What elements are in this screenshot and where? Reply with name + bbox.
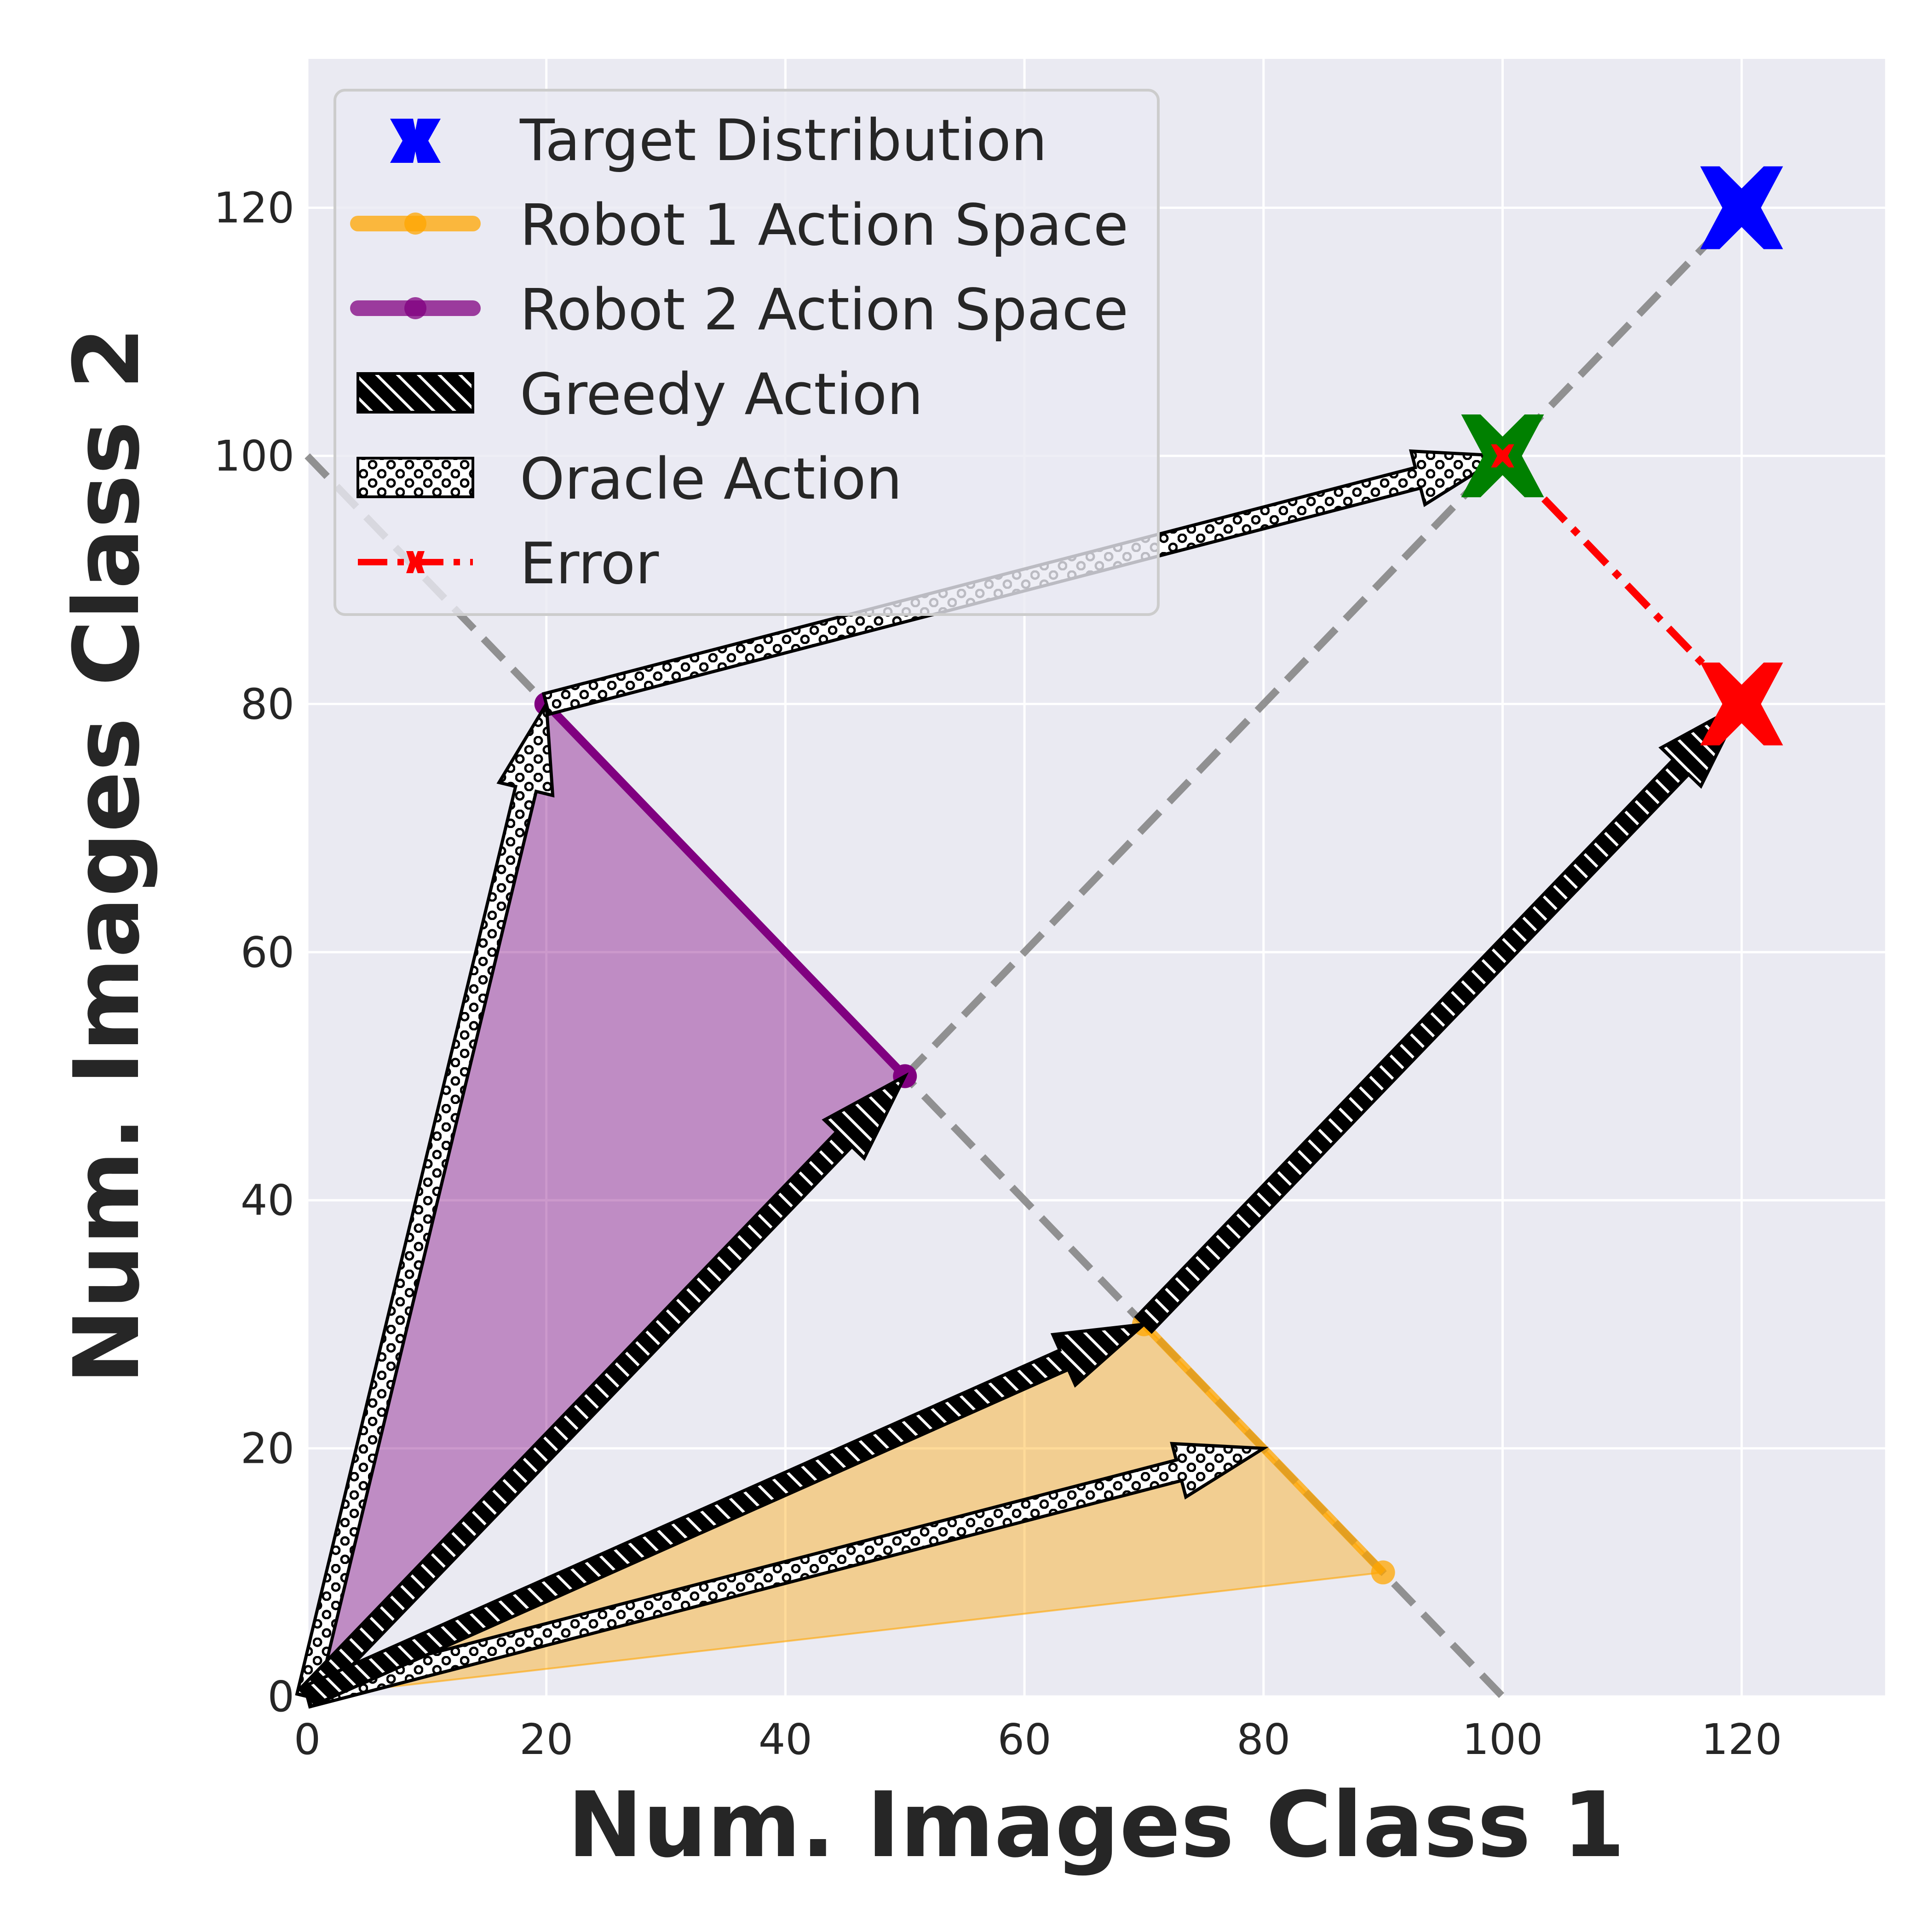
legend-item-target: Target Distribution (390, 108, 1047, 174)
y-axis-label: Num. Images Class 2 (55, 327, 160, 1384)
legend-item-error: Error (358, 531, 659, 597)
y-tick-label: 20 (241, 1424, 294, 1473)
greedy-action-arrow (1134, 700, 1746, 1334)
y-tick-labels: 0 20 40 60 80 100 120 (213, 184, 294, 1721)
legend-oracle-swatch (356, 457, 474, 498)
x-axis-label: Num. Images Class 1 (567, 1773, 1625, 1878)
legend-greedy-swatch (356, 372, 474, 414)
legend-item-robot1: Robot 1 Action Space (350, 192, 1128, 259)
y-tick-label: 100 (213, 431, 294, 481)
markers (1461, 166, 1783, 746)
legend-label-error: Error (520, 531, 659, 597)
oracle-action-arrow (295, 699, 555, 1701)
legend-robot1-dot (404, 213, 426, 235)
robot2-action-space-line (543, 701, 908, 1079)
action-arrows (295, 449, 1746, 1709)
target-distribution-marker (1700, 166, 1783, 249)
legend-item-greedy: Greedy Action (356, 362, 923, 428)
x-tick-label: 20 (519, 1715, 573, 1764)
robot1-action-space-point (1371, 1560, 1395, 1585)
x-tick-labels: 0 20 40 60 80 100 120 (294, 1715, 1782, 1764)
legend-target-x-icon (390, 119, 441, 163)
x-tick-label: 40 (759, 1715, 812, 1764)
legend-error-x-icon (406, 551, 425, 573)
y-tick-label: 120 (213, 184, 294, 233)
x-tick-label: 80 (1236, 1715, 1290, 1764)
y-tick-label: 40 (241, 1176, 294, 1225)
greedy-action-arrow (297, 1072, 909, 1706)
y-tick-label: 60 (241, 928, 294, 977)
legend-label-robot1: Robot 1 Action Space (520, 192, 1128, 259)
x-tick-label: 60 (998, 1715, 1052, 1764)
legend-item-oracle: Oracle Action (356, 446, 902, 512)
legend-label-oracle: Oracle Action (520, 446, 902, 512)
y-tick-label: 0 (267, 1672, 294, 1721)
oracle-action-arrow (302, 1442, 1269, 1709)
guide-line-diagonal (902, 205, 1744, 1079)
legend-label-robot2: Robot 2 Action Space (520, 277, 1128, 343)
greedy-action-arrow (301, 1322, 1149, 1708)
greedy-result-marker (1700, 662, 1783, 746)
x-tick-label: 0 (294, 1715, 321, 1764)
y-tick-label: 80 (241, 679, 294, 729)
legend-item-robot2: Robot 2 Action Space (350, 277, 1128, 343)
x-tick-label: 120 (1701, 1715, 1782, 1764)
x-tick-label: 100 (1462, 1715, 1543, 1764)
error-start-marker (1491, 444, 1514, 468)
legend-label-greedy: Greedy Action (520, 362, 923, 428)
legend-label-target: Target Distribution (519, 108, 1047, 174)
legend-frame (334, 89, 1160, 616)
legend: Target Distribution Robot 1 Action Space… (334, 89, 1160, 616)
legend-robot2-dot (404, 297, 426, 319)
